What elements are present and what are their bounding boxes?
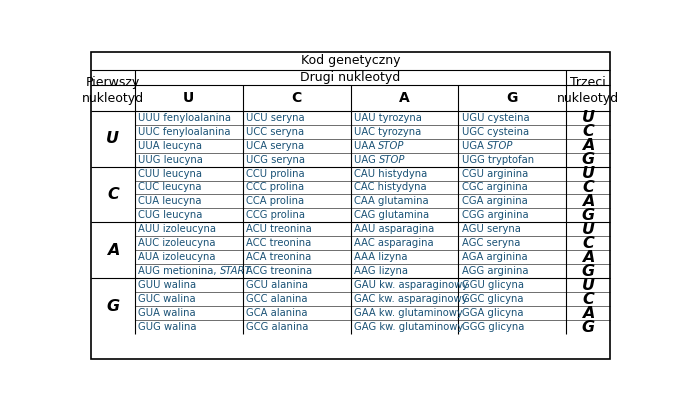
Text: GCA alanina: GCA alanina	[246, 308, 307, 318]
Text: C: C	[582, 236, 594, 251]
Text: UAU tyrozyna: UAU tyrozyna	[354, 113, 421, 123]
Text: AAG lizyna: AAG lizyna	[354, 266, 408, 276]
Text: AGG arginina: AGG arginina	[462, 266, 528, 276]
Text: START: START	[220, 266, 252, 276]
Text: A: A	[582, 250, 594, 265]
Text: GAA kw. glutaminowy: GAA kw. glutaminowy	[354, 308, 462, 318]
Text: A: A	[582, 194, 594, 209]
Text: UCC seryna: UCC seryna	[246, 127, 304, 137]
Text: AUU izoleucyna: AUU izoleucyna	[138, 224, 216, 234]
Text: CGA arginina: CGA arginina	[462, 197, 527, 206]
Text: CGC arginina: CGC arginina	[462, 182, 527, 193]
Text: GCG alanina: GCG alanina	[246, 322, 308, 332]
Text: GGG glicyna: GGG glicyna	[462, 322, 524, 332]
Text: GUC walina: GUC walina	[138, 294, 196, 304]
Text: G: G	[581, 208, 595, 223]
Text: UGU cysteina: UGU cysteina	[462, 113, 529, 123]
Text: G: G	[106, 299, 120, 314]
Text: STOP: STOP	[379, 155, 405, 164]
Text: G: G	[581, 264, 595, 279]
Text: GGC glicyna: GGC glicyna	[462, 294, 523, 304]
Text: UAC tyrozyna: UAC tyrozyna	[354, 127, 421, 137]
Text: GGA glicyna: GGA glicyna	[462, 308, 523, 318]
Text: U: U	[581, 222, 594, 237]
Text: CAC histydyna: CAC histydyna	[354, 182, 426, 193]
Text: Pierwszy
nukleotyd: Pierwszy nukleotyd	[82, 76, 144, 105]
Text: AAC asparagina: AAC asparagina	[354, 239, 434, 248]
Text: A: A	[399, 91, 410, 105]
Text: UUG leucyna: UUG leucyna	[138, 155, 203, 164]
Text: UAA: UAA	[354, 140, 378, 151]
Text: GCU alanina: GCU alanina	[246, 280, 308, 290]
Text: GCC alanina: GCC alanina	[246, 294, 307, 304]
Text: Kod genetyczny: Kod genetyczny	[301, 55, 400, 68]
Text: CUC leucyna: CUC leucyna	[138, 182, 202, 193]
Text: G: G	[581, 320, 595, 335]
Text: CAU histydyna: CAU histydyna	[354, 168, 427, 179]
Text: UCU seryna: UCU seryna	[246, 113, 304, 123]
Text: ACC treonina: ACC treonina	[246, 239, 311, 248]
Text: C: C	[582, 124, 594, 139]
Text: AUG metionina,: AUG metionina,	[138, 266, 220, 276]
Text: UAG: UAG	[354, 155, 379, 164]
Text: GAG kw. glutaminowy: GAG kw. glutaminowy	[354, 322, 463, 332]
Text: CUA leucyna: CUA leucyna	[138, 197, 202, 206]
Text: CCA prolina: CCA prolina	[246, 197, 304, 206]
Text: U: U	[581, 166, 594, 181]
Text: AUC izoleucyna: AUC izoleucyna	[138, 239, 215, 248]
Text: GAU kw. asparaginowy: GAU kw. asparaginowy	[354, 280, 468, 290]
Text: AGA arginina: AGA arginina	[462, 252, 527, 263]
Text: UUA leucyna: UUA leucyna	[138, 140, 202, 151]
Text: U: U	[183, 91, 194, 105]
Text: CAA glutamina: CAA glutamina	[354, 197, 428, 206]
Text: CUG leucyna: CUG leucyna	[138, 210, 202, 221]
Text: UGA: UGA	[462, 140, 486, 151]
Text: CCC prolina: CCC prolina	[246, 182, 304, 193]
Text: AUA izoleucyna: AUA izoleucyna	[138, 252, 215, 263]
Text: UGG tryptofan: UGG tryptofan	[462, 155, 534, 164]
Text: ACU treonina: ACU treonina	[246, 224, 312, 234]
Text: CUU leucyna: CUU leucyna	[138, 168, 202, 179]
Text: ACA treonina: ACA treonina	[246, 252, 311, 263]
Text: G: G	[507, 91, 518, 105]
Text: GGU glicyna: GGU glicyna	[462, 280, 523, 290]
Text: AGU seryna: AGU seryna	[462, 224, 521, 234]
Text: AGC seryna: AGC seryna	[462, 239, 520, 248]
Text: U: U	[581, 278, 594, 293]
Text: UCA seryna: UCA seryna	[246, 140, 304, 151]
Text: U: U	[107, 131, 120, 146]
Text: C: C	[582, 292, 594, 307]
Text: A: A	[107, 243, 119, 258]
Text: CGG arginina: CGG arginina	[462, 210, 528, 221]
Text: C: C	[107, 187, 119, 202]
Text: GUG walina: GUG walina	[138, 322, 196, 332]
Text: C: C	[291, 91, 302, 105]
Text: AAU asparagina: AAU asparagina	[354, 224, 434, 234]
Text: A: A	[582, 138, 594, 153]
Text: Trzeci
nukleotyd: Trzeci nukleotyd	[557, 76, 619, 105]
Text: STOP: STOP	[378, 140, 405, 151]
Text: CCG prolina: CCG prolina	[246, 210, 305, 221]
Text: UGC cysteina: UGC cysteina	[462, 127, 529, 137]
Text: G: G	[581, 152, 595, 167]
Text: AAA lizyna: AAA lizyna	[354, 252, 407, 263]
Text: CGU arginina: CGU arginina	[462, 168, 528, 179]
Text: STOP: STOP	[486, 140, 513, 151]
Text: CAG glutamina: CAG glutamina	[354, 210, 429, 221]
Text: U: U	[581, 110, 594, 125]
Text: UCG seryna: UCG seryna	[246, 155, 305, 164]
Text: UUU fenyloalanina: UUU fenyloalanina	[138, 113, 231, 123]
Text: C: C	[582, 180, 594, 195]
Text: ACG treonina: ACG treonina	[246, 266, 312, 276]
Text: Drugi nukleotyd: Drugi nukleotyd	[300, 71, 401, 84]
Text: A: A	[582, 306, 594, 321]
Text: GUA walina: GUA walina	[138, 308, 196, 318]
Text: CCU prolina: CCU prolina	[246, 168, 304, 179]
Text: GUU walina: GUU walina	[138, 280, 196, 290]
Text: UUC fenyloalanina: UUC fenyloalanina	[138, 127, 231, 137]
Text: GAC kw. asparaginowy: GAC kw. asparaginowy	[354, 294, 467, 304]
